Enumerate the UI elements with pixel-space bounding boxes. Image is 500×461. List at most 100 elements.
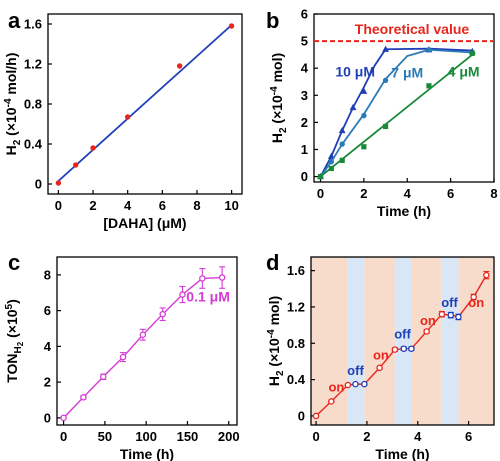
data-point bbox=[99, 373, 107, 380]
panel-letter: d bbox=[266, 250, 279, 275]
y-tick-label: 0.8 bbox=[287, 336, 305, 351]
x-tick-label: 2 bbox=[363, 429, 370, 444]
x-tick-label: 200 bbox=[218, 429, 240, 444]
y-tick-label: 1.2 bbox=[24, 57, 42, 72]
data-point bbox=[90, 145, 96, 151]
data-point bbox=[328, 158, 335, 165]
data-point bbox=[382, 123, 389, 130]
band-off-3 bbox=[394, 257, 412, 425]
data-point bbox=[339, 157, 345, 163]
data-point bbox=[455, 313, 462, 321]
data-point bbox=[382, 45, 389, 52]
y-tick-label: 0 bbox=[301, 169, 308, 184]
data-point bbox=[470, 293, 477, 301]
y-tick-label: 3 bbox=[301, 88, 308, 103]
data-point bbox=[60, 414, 67, 422]
data-point bbox=[382, 77, 389, 84]
data-point bbox=[199, 275, 206, 282]
data-point bbox=[159, 310, 166, 318]
x-tick-label: 4 bbox=[124, 198, 132, 213]
y-tick-label: 6 bbox=[301, 7, 308, 22]
state-label-off: off bbox=[441, 295, 458, 310]
y-axis-label: H2 (×10-4 mol) bbox=[266, 296, 286, 386]
state-label-on: on bbox=[328, 379, 344, 394]
series-0 bbox=[312, 270, 490, 420]
panel-letter: a bbox=[8, 8, 21, 33]
data-point bbox=[349, 103, 357, 111]
x-axis-label: Time (h) bbox=[120, 446, 174, 461]
concentration-label: 0.1 μM bbox=[186, 289, 230, 305]
data-point bbox=[376, 364, 383, 372]
x-tick-label: 0 bbox=[312, 429, 319, 444]
data-point bbox=[361, 144, 367, 150]
data-point bbox=[438, 310, 446, 318]
panel-a: a 0 2 4 6 8 10 0 0.4 0.8 1.2 1.6 [DAHA] (μM) H2 (×10-… bbox=[3, 8, 243, 231]
plot-frame bbox=[313, 13, 495, 183]
data-point bbox=[400, 345, 408, 352]
panel-letter: b bbox=[266, 8, 279, 33]
panel-b: b 0 2 4 6 8 0 1 2 3 4 5 6 Time (h) H2 (×10-4 mol) Theor… bbox=[266, 7, 498, 220]
x-tick-label: 0 bbox=[55, 198, 62, 213]
data-point bbox=[339, 141, 345, 147]
state-label-on: on bbox=[420, 313, 436, 328]
data-point bbox=[447, 311, 455, 319]
x-tick-label: 6 bbox=[159, 198, 166, 213]
series-label: 10 μM bbox=[335, 63, 375, 79]
y-tick-label: 2 bbox=[44, 375, 51, 390]
band-on-0 bbox=[311, 257, 348, 425]
data-point bbox=[139, 331, 147, 338]
band-on-4 bbox=[411, 257, 442, 425]
data-point bbox=[179, 291, 186, 298]
x-tick-label: 0 bbox=[60, 429, 67, 444]
x-tick-label: 4 bbox=[414, 429, 422, 444]
x-tick-label: 2 bbox=[360, 186, 367, 201]
data-point bbox=[55, 180, 62, 186]
data-point bbox=[317, 173, 324, 180]
series-0 bbox=[60, 266, 226, 422]
x-tick-label: 50 bbox=[98, 429, 112, 444]
data-point bbox=[352, 380, 359, 388]
series-2 bbox=[317, 50, 475, 180]
data-point bbox=[483, 271, 490, 279]
y-tick-label: 1.6 bbox=[287, 263, 305, 278]
y-tick-label: 0 bbox=[44, 410, 51, 425]
y-tick-label: 0 bbox=[298, 408, 305, 423]
series-0 bbox=[55, 23, 235, 186]
x-tick-label: 6 bbox=[465, 429, 472, 444]
state-label-off: off bbox=[347, 363, 364, 378]
data-point bbox=[408, 345, 415, 352]
data-point bbox=[176, 63, 183, 69]
series-line bbox=[319, 47, 473, 178]
y-tick-label: 6 bbox=[44, 303, 51, 318]
y-tick-label: 1.6 bbox=[24, 17, 42, 32]
data-point bbox=[391, 346, 399, 353]
y-tick-label: 0.8 bbox=[24, 97, 42, 112]
data-point bbox=[328, 398, 335, 405]
x-tick-label: 6 bbox=[447, 186, 454, 201]
series-line bbox=[319, 48, 473, 178]
x-tick-label: 4 bbox=[404, 186, 412, 201]
data-point bbox=[228, 23, 235, 29]
y-tick-label: 1.2 bbox=[287, 299, 305, 314]
data-point bbox=[344, 381, 352, 389]
data-point bbox=[423, 328, 430, 335]
fit-line bbox=[57, 24, 233, 182]
x-axis-label: Time (h) bbox=[377, 203, 431, 219]
plot-frame bbox=[56, 256, 238, 426]
x-tick-label: 10 bbox=[224, 198, 238, 213]
y-axis-label: TONH2 (×105) bbox=[4, 299, 25, 383]
x-tick-label: 8 bbox=[490, 186, 497, 201]
data-point bbox=[119, 353, 127, 361]
state-label-off: off bbox=[394, 327, 411, 342]
x-axis-label: Time (h) bbox=[375, 446, 429, 461]
x-tick-label: 8 bbox=[193, 198, 200, 213]
plot-frame bbox=[310, 256, 495, 426]
theoretical-label: Theoretical value bbox=[355, 21, 470, 37]
y-tick-label: 2 bbox=[301, 115, 308, 130]
y-tick-label: 4 bbox=[301, 61, 309, 76]
data-point bbox=[80, 394, 87, 401]
band-off-1 bbox=[347, 257, 365, 425]
data-point bbox=[361, 380, 368, 388]
state-label-on: on bbox=[468, 295, 484, 310]
